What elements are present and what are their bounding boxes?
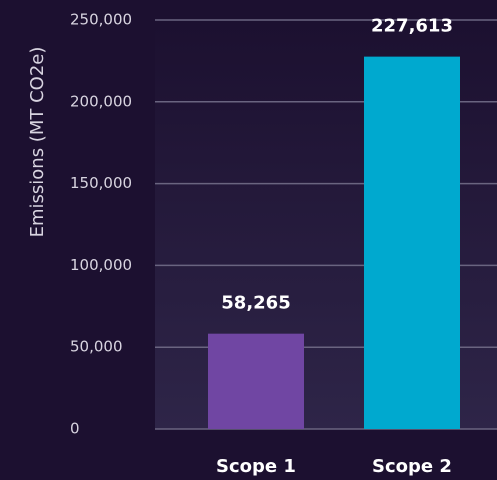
y-tick-label: 250,000 (70, 11, 132, 29)
y-tick-label: 50,000 (70, 338, 123, 356)
value-label: 58,265 (221, 293, 290, 314)
x-tick-label: Scope 2 (372, 456, 452, 477)
bar (208, 333, 304, 429)
y-tick-label: 200,000 (70, 92, 132, 110)
bar (364, 56, 460, 430)
value-label: 227,613 (371, 16, 453, 37)
y-axis-label: Emissions (MT CO2e) (27, 47, 48, 238)
y-tick-label: 0 (70, 420, 80, 438)
y-tick-label: 150,000 (70, 174, 132, 192)
x-tick-label: Scope 1 (216, 456, 296, 477)
y-tick-label: 100,000 (70, 256, 132, 274)
